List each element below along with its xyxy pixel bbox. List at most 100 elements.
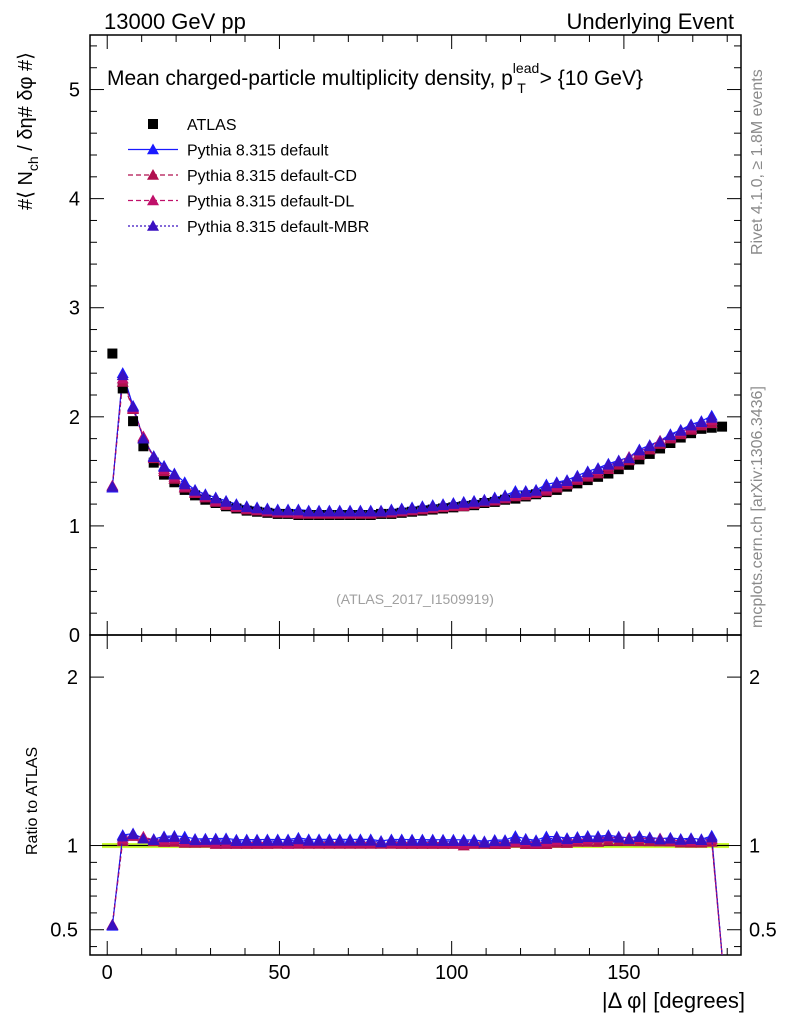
atlas-data-point: [717, 421, 728, 432]
axis-ticks: 0 1 2 3 4 5 0.5 0.5 1 1 2 2 0 50 100 150: [50, 35, 777, 984]
ratio-point-mbr: [540, 833, 553, 844]
main-point-mbr: [426, 500, 439, 512]
main-point-mbr: [240, 501, 253, 513]
ratio-point-mbr: [323, 834, 336, 846]
ratio-point-mbr: [344, 834, 357, 846]
main-point-mbr: [509, 487, 522, 498]
ratio-point-mbr: [468, 835, 481, 847]
main-point-mbr: [550, 477, 563, 489]
ratio-point-mbr: [674, 833, 687, 845]
ratio-line-mbr: [111, 833, 723, 956]
main-point-mbr: [230, 499, 243, 510]
ratio-line-cd: [111, 835, 723, 956]
main-point-mbr: [199, 489, 212, 501]
ratio-line-dl: [111, 834, 723, 956]
ratio-point-mbr: [623, 833, 636, 844]
main-point-mbr: [643, 440, 656, 452]
ratio-point-mbr: [168, 831, 181, 842]
legend-marker-cd: [147, 169, 159, 180]
ratio-point-mbr: [147, 834, 160, 845]
ratio-point-mbr: [571, 832, 584, 844]
ratio-point-mbr: [375, 836, 388, 848]
ratio-point-mbr: [509, 832, 522, 844]
main-y-axis-label-tail: / δη# δφ #⟩: [15, 52, 37, 156]
main-point-mbr: [251, 502, 264, 514]
main-point-mbr: [540, 480, 553, 492]
main-point-mbr: [530, 485, 543, 496]
main-point-mbr: [478, 494, 491, 506]
ratio-point-mbr: [447, 835, 460, 847]
ratio-point-mbr: [230, 835, 243, 846]
main-y-tick-label: 1: [69, 516, 80, 538]
main-point-mbr: [168, 468, 181, 480]
ratio-point-mbr: [499, 835, 512, 847]
mcplots-text: mcplots.cern.ch [arXiv:1306.3436]: [749, 386, 766, 628]
legend-marker-atlas: [148, 119, 158, 129]
main-y-axis-label-sub: ch: [25, 156, 41, 171]
main-point-mbr: [261, 503, 274, 515]
main-y-tick-label: 5: [69, 80, 80, 102]
ratio-point-mbr: [354, 834, 367, 846]
ratio-point-mbr: [406, 835, 419, 846]
ratio-point-mbr: [685, 833, 698, 844]
atlas-data-point: [138, 441, 149, 452]
main-point-mbr: [406, 502, 419, 514]
main-y-tick-label: 2: [69, 407, 80, 429]
legend-marker-mbr: [147, 220, 159, 231]
ratio-point-mbr: [385, 834, 398, 846]
main-point-mbr: [282, 504, 295, 516]
main-point-mbr: [705, 411, 718, 423]
main-point-mbr: [592, 463, 605, 474]
atlas-data-point: [128, 416, 139, 427]
main-point-mbr: [220, 495, 233, 507]
ratio-series: [102, 827, 729, 956]
main-point-mbr: [106, 480, 119, 492]
main-line-default: [111, 373, 713, 512]
main-point-mbr: [333, 505, 346, 517]
main-point-mbr: [519, 486, 532, 497]
ratio-point-mbr: [106, 919, 119, 930]
main-point-mbr: [147, 451, 160, 462]
main-line-mbr: [111, 375, 712, 513]
main-y-tick-label: 0: [69, 625, 80, 647]
main-point-mbr: [695, 416, 708, 428]
main-point-mbr: [323, 505, 336, 517]
ratio-line-default: [111, 832, 723, 956]
plot-title-main: Mean charged-particle multiplicity densi…: [107, 67, 513, 90]
main-point-mbr: [499, 490, 512, 502]
ratio-point-mbr: [519, 834, 532, 846]
ratio-point-mbr: [199, 834, 212, 845]
atlas-data-point: [117, 383, 128, 394]
ratio-point-mbr: [426, 835, 439, 846]
ratio-point-mbr: [478, 836, 491, 848]
ratio-point-mbr: [209, 833, 222, 845]
ratio-point-mbr: [261, 835, 274, 846]
ratio-point-mbr: [313, 834, 326, 846]
ratio-point-mbr: [437, 835, 450, 846]
plot-title-sup: lead: [513, 60, 539, 76]
main-point-mbr: [354, 505, 367, 517]
ratio-point-mbr: [220, 833, 233, 845]
legend-label-default: Pythia 8.315 default: [187, 143, 329, 160]
ratio-point-mbr: [116, 830, 129, 842]
ratio-point-mbr: [602, 830, 615, 842]
main-point-mbr: [116, 369, 129, 381]
main-point-mbr: [468, 495, 481, 507]
ratio-point-mbr: [416, 835, 429, 846]
rivet-version-text: Rivet 4.1.0, ≥ 1.8M events: [749, 69, 766, 255]
ratio-plot-frame: [89, 634, 742, 956]
ratio-point-mbr: [695, 834, 708, 845]
ratio-point-mbr: [488, 835, 501, 847]
main-y-axis-label-main: #⟨ N: [15, 171, 37, 210]
legend-marker-dl: [147, 194, 159, 206]
main-point-mbr: [344, 505, 357, 517]
main-point-mbr: [158, 461, 171, 472]
x-axis-label: |Δ φ| [degrees]: [602, 988, 745, 1013]
legend-label-cd: Pythia 8.315 default-CD: [187, 168, 357, 185]
main-point-mbr: [561, 475, 574, 486]
ratio-point-mbr: [561, 833, 574, 845]
x-tick-label: 0: [102, 962, 113, 984]
ratio-y-tick-label-right: 0.5: [749, 920, 777, 942]
ratio-point-mbr: [550, 831, 563, 843]
main-point-mbr: [385, 504, 398, 516]
